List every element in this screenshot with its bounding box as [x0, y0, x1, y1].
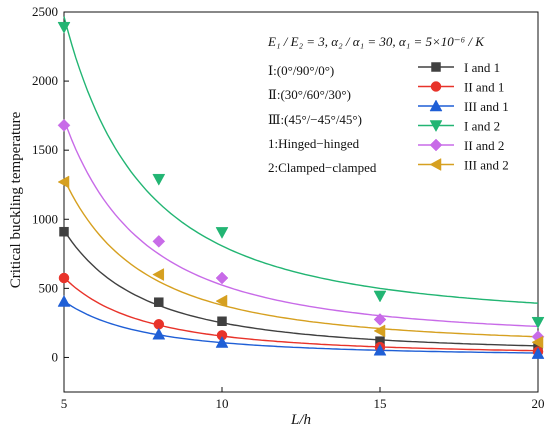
- annotations: E₁ / E₂ = 3, α₂ / α₁ = 30, α₁ = 5×10⁻⁶ /…: [267, 34, 485, 175]
- series-curve-3: [63, 300, 538, 354]
- series-markers: [57, 21, 545, 359]
- x-axis-title: L/h: [290, 412, 311, 428]
- data-point-series-3: [57, 294, 71, 307]
- data-point-series-5: [373, 313, 387, 326]
- data-point-series-2: [58, 272, 70, 284]
- legend-marker: [429, 99, 443, 112]
- annotation-boundary-1: 1:Hinged−hinged: [268, 136, 360, 151]
- legend-marker: [429, 120, 443, 133]
- series-curve-4: [63, 16, 539, 304]
- data-point-series-4: [373, 290, 387, 303]
- data-point-series-3: [373, 343, 387, 356]
- series-curve-1: [63, 229, 539, 347]
- data-point-series-1: [217, 316, 227, 327]
- legend-label: II and 2: [464, 138, 504, 153]
- legend-label: III and 2: [464, 158, 509, 173]
- legend-marker: [429, 158, 442, 171]
- x-tick-label: 5: [61, 396, 68, 411]
- legend-marker: [429, 138, 443, 152]
- legend-label: II and 1: [464, 80, 504, 95]
- x-tick-label: 15: [374, 396, 387, 411]
- y-axis: 0 500 1000 1500 2000 2500: [32, 4, 69, 364]
- legend-marker: [430, 81, 442, 92]
- data-point-series-6: [152, 268, 165, 281]
- data-point-series-6: [215, 294, 228, 308]
- y-tick-label: 500: [39, 280, 59, 295]
- data-point-series-4: [152, 173, 166, 186]
- series-curve-2: [63, 277, 539, 352]
- series-curve-6: [63, 178, 539, 338]
- y-axis-title: Critical buckling temperature: [8, 111, 24, 288]
- y-tick-label: 1000: [32, 211, 58, 226]
- y-tick-label: 2500: [32, 4, 58, 19]
- data-point-series-5: [152, 235, 166, 248]
- annotation-boundary-2: 2:Clamped−clamped: [268, 160, 377, 175]
- data-point-series-6: [57, 175, 70, 189]
- data-point-series-3: [531, 347, 545, 359]
- data-point-series-3: [152, 327, 166, 340]
- series-curves: [63, 16, 539, 354]
- annotation-layup-2: Ⅱ:(30°/60°/30°): [268, 87, 351, 102]
- series-curve-5: [63, 119, 539, 328]
- plot-frame: [63, 11, 539, 393]
- data-point-series-5: [57, 118, 71, 132]
- legend: I and 1 II and 1 III and 1 I and 2 II and 2 I…: [418, 60, 509, 173]
- annotation-layup-1: Ⅰ:(0°/90°/0°): [268, 63, 334, 78]
- plot-area: [63, 11, 539, 393]
- data-point-series-4: [57, 21, 71, 34]
- x-tick-label: 20: [532, 396, 545, 411]
- legend-label: III and 1: [464, 99, 509, 114]
- data-point-series-3: [215, 336, 229, 348]
- legend-label: I and 2: [464, 119, 500, 134]
- legend-marker: [431, 62, 441, 72]
- annotation-material-params: E₁ / E₂ = 3, α₂ / α₁ = 30, α₁ = 5×10⁻⁶ /…: [267, 34, 485, 49]
- data-point-series-1: [59, 226, 69, 237]
- y-tick-label: 0: [52, 349, 59, 364]
- y-tick-label: 2000: [32, 73, 58, 88]
- data-point-series-6: [531, 335, 544, 349]
- data-point-series-6: [373, 324, 386, 338]
- y-tick-label: 1500: [32, 142, 58, 157]
- x-axis: 5 10 15 20: [61, 387, 545, 411]
- data-point-series-1: [154, 297, 164, 307]
- legend-label: I and 1: [464, 60, 500, 75]
- data-point-series-4: [215, 227, 229, 239]
- data-point-series-5: [215, 271, 229, 285]
- annotation-layup-3: Ⅲ:(45°/−45°/45°): [268, 112, 362, 127]
- data-point-series-4: [531, 316, 545, 329]
- x-tick-label: 10: [216, 396, 229, 411]
